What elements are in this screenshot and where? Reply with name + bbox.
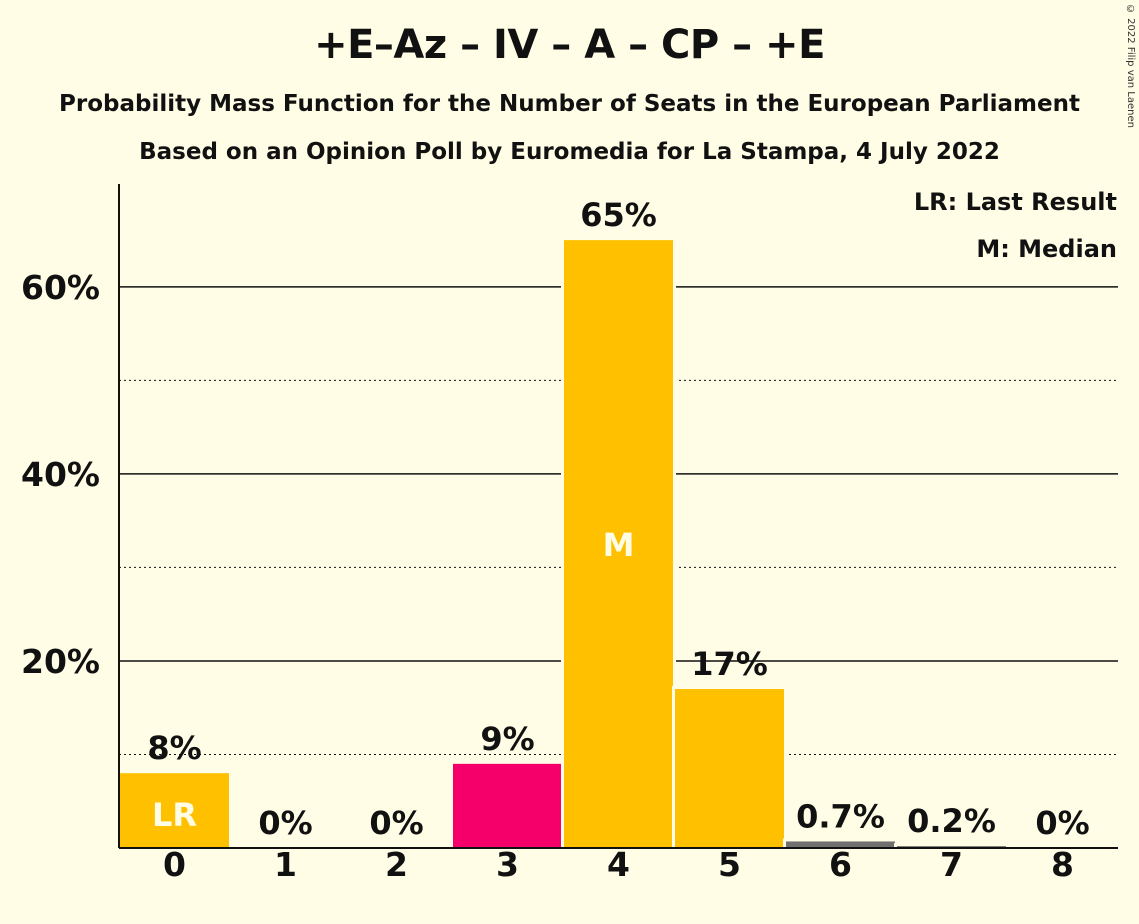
x-tick-label: 5 (718, 845, 741, 884)
x-tick-label: 6 (829, 845, 852, 884)
chart-subtitle: Probability Mass Function for the Number… (59, 91, 1080, 117)
x-tick-label: 8 (1051, 845, 1074, 884)
y-tick-label: 20% (21, 642, 100, 681)
x-tick-label: 1 (274, 845, 297, 884)
bar-inner-label: M (603, 526, 635, 564)
y-tick-label: 40% (21, 455, 100, 494)
x-tick-label: 7 (940, 845, 963, 884)
bar-inner-label: LR (152, 796, 197, 834)
x-tick-label: 3 (496, 845, 519, 884)
y-tick-label: 60% (21, 268, 100, 307)
x-tick-label: 0 (163, 845, 186, 884)
bar-3 (453, 763, 562, 848)
bar-0 (120, 773, 229, 848)
data-label: 0% (258, 804, 312, 842)
data-label: 0% (369, 804, 423, 842)
data-label: 65% (580, 196, 657, 234)
data-label: 8% (147, 729, 201, 767)
bar-halo (894, 843, 1009, 848)
data-label: 9% (480, 720, 534, 758)
copyright-notice: © 2022 Filip van Laenen (1125, 4, 1136, 128)
data-label: 0.7% (796, 797, 885, 835)
legend: LR: Last Result M: Median (914, 188, 1117, 263)
legend-median: M: Median (976, 235, 1117, 263)
bar-5 (675, 689, 784, 848)
x-tick-label: 2 (385, 845, 408, 884)
chart-source-line: Based on an Opinion Poll by Euromedia fo… (139, 139, 1000, 165)
data-label: 0% (1035, 804, 1089, 842)
x-tick-label: 4 (607, 845, 630, 884)
axes: 20% 40% 60% 0 1 2 3 4 5 6 7 8 (21, 184, 1118, 884)
legend-last-result: LR: Last Result (914, 188, 1117, 216)
bar-4 (564, 240, 673, 848)
chart-title: +E–Az – IV – A – CP – +E (314, 22, 825, 68)
data-label: 0.2% (907, 802, 996, 840)
data-label: 17% (691, 645, 768, 683)
bars: 8% LR 0% 0% 9% 65% M 17% 0.7% 0.2% 0% (117, 196, 1090, 848)
bar-6 (786, 841, 895, 848)
